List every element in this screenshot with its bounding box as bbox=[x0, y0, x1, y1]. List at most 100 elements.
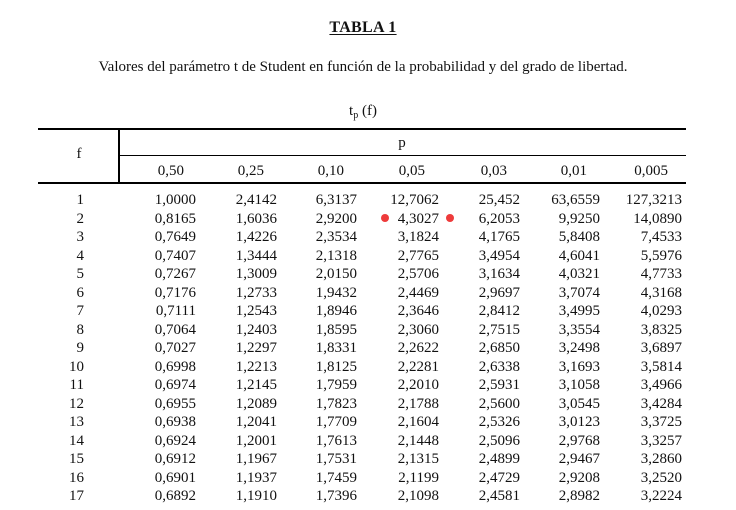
table-cell: 2,4729 bbox=[478, 469, 520, 486]
column-header: 0,01 bbox=[560, 163, 587, 179]
table-cell: 0,7649 bbox=[154, 229, 196, 245]
row-f-value: 11 bbox=[69, 377, 84, 393]
table-cell: 1,2041 bbox=[235, 414, 277, 430]
table-cell: 1,6036 bbox=[235, 210, 277, 227]
table-cell: 2,1604 bbox=[397, 414, 439, 430]
table-cell: 0,7111 bbox=[155, 303, 196, 319]
table-cell: 0,6892 bbox=[154, 488, 196, 504]
row-f-value: 6 bbox=[76, 284, 85, 301]
table-cell: 9,9250 bbox=[558, 210, 600, 227]
table-cell: 25,452 bbox=[478, 192, 520, 208]
table-cell: 2,2622 bbox=[397, 340, 439, 356]
table-row: 1 1,0000 2,4142 6,3137 12,7062 25,452 63,6559 1… bbox=[0, 191, 736, 210]
table-cell: 2,5600 bbox=[478, 395, 520, 412]
table-cell: 4,3027 bbox=[397, 210, 439, 227]
table-cell: 2,1199 bbox=[398, 469, 439, 486]
table-cell: 1,8595 bbox=[315, 321, 357, 338]
table-cell: 0,6974 bbox=[154, 377, 196, 393]
table-cell: 1,7613 bbox=[315, 432, 357, 449]
table-cell: 2,5326 bbox=[478, 414, 520, 430]
table-cell: 1,3009 bbox=[235, 266, 277, 282]
table-cell: 3,4995 bbox=[558, 303, 600, 319]
table-cell: 3,4954 bbox=[478, 247, 520, 264]
table-cell: 1,2001 bbox=[235, 432, 277, 449]
row-f-value: 17 bbox=[69, 488, 84, 504]
table-cell: 0,7267 bbox=[154, 266, 196, 282]
table-cell: 1,2733 bbox=[235, 284, 277, 301]
table-cell: 4,3168 bbox=[640, 284, 682, 301]
table-cell: 127,3213 bbox=[625, 192, 682, 208]
table-cell: 63,6559 bbox=[551, 192, 600, 208]
table-cell: 3,7074 bbox=[558, 284, 600, 301]
table-row: 14 0,6924 1,2001 1,7613 2,1448 2,5096 2,9768 3,… bbox=[0, 432, 736, 451]
table-cell: 4,1765 bbox=[478, 229, 520, 245]
table-cell: 1,2089 bbox=[235, 395, 277, 412]
table-cell: 2,0150 bbox=[315, 266, 357, 282]
table-row: 12 0,6955 1,2089 1,7823 2,1788 2,5600 3,0545 3,… bbox=[0, 395, 736, 414]
table-cell: 1,9432 bbox=[315, 284, 357, 301]
table-body: 1 1,0000 2,4142 6,3137 12,7062 25,452 63,6559 1… bbox=[0, 191, 736, 506]
table-cell: 3,3554 bbox=[558, 321, 600, 338]
row-f-value: 1 bbox=[76, 192, 85, 208]
table-cell: 3,2520 bbox=[640, 469, 682, 486]
table-top-rule bbox=[38, 128, 686, 130]
table-cell: 2,3060 bbox=[397, 321, 439, 338]
table-cell: 1,8331 bbox=[315, 340, 357, 356]
table-cell: 3,0123 bbox=[558, 414, 600, 430]
table-cell: 2,1098 bbox=[397, 488, 439, 504]
table-cell: 2,3534 bbox=[315, 229, 357, 245]
row-f-value: 12 bbox=[69, 395, 84, 412]
table-cell: 1,3444 bbox=[235, 247, 277, 264]
table-row: 13 0,6938 1,2041 1,7709 2,1604 2,5326 3,0123 3,… bbox=[0, 413, 736, 432]
table-cell: 4,7733 bbox=[640, 266, 682, 282]
table-cell: 1,7959 bbox=[315, 377, 357, 393]
column-header: 0,03 bbox=[480, 163, 507, 179]
row-f-value: 9 bbox=[76, 340, 85, 356]
table-row: 16 0,6901 1,1937 1,7459 2,1199 2,4729 2,9208 3,… bbox=[0, 469, 736, 488]
table-row: 3 0,7649 1,4226 2,3534 3,1824 4,1765 5,8408 7,4… bbox=[0, 228, 736, 247]
table-row: 2 0,8165 1,6036 2,9200 4,3027 6,2053 9,9250 14,… bbox=[0, 210, 736, 229]
table-cell: 2,4581 bbox=[478, 488, 520, 504]
table-cell: 1,2145 bbox=[235, 377, 277, 393]
table-vertical-rule bbox=[118, 128, 120, 184]
table-cell: 4,6041 bbox=[558, 247, 600, 264]
table-cell: 3,2224 bbox=[640, 488, 682, 504]
table-cell: 2,8412 bbox=[478, 303, 520, 319]
row-f-value: 10 bbox=[69, 358, 84, 375]
table-cell: 1,7396 bbox=[315, 488, 357, 504]
table-cell: 12,7062 bbox=[390, 192, 439, 208]
table-cell: 3,1693 bbox=[558, 358, 600, 375]
column-header: 0,25 bbox=[237, 163, 264, 179]
table-cell: 4,0293 bbox=[640, 303, 682, 319]
column-header: 0,50 bbox=[157, 163, 184, 179]
table-cell: 1,1910 bbox=[235, 488, 277, 504]
table-cell: 2,7515 bbox=[478, 321, 520, 338]
table-cell: 1,7709 bbox=[315, 414, 357, 430]
table-title: TABLA 1 bbox=[329, 19, 397, 36]
column-header: 0,005 bbox=[634, 163, 668, 179]
table-cell: 3,8325 bbox=[640, 321, 682, 338]
table-cell: 0,7176 bbox=[154, 284, 196, 301]
marker-dot-right bbox=[446, 214, 454, 222]
row-f-value: 13 bbox=[69, 414, 84, 430]
row-f-value: 3 bbox=[76, 229, 85, 245]
table-row: 8 0,7064 1,2403 1,8595 2,3060 2,7515 3,3554 3,8… bbox=[0, 321, 736, 340]
table-cell: 1,1937 bbox=[235, 469, 277, 486]
table-cell: 2,2281 bbox=[397, 358, 439, 375]
table-cell: 1,7531 bbox=[315, 451, 357, 467]
table-cell: 0,6998 bbox=[154, 358, 196, 375]
tp-main: t bbox=[349, 103, 354, 119]
table-cell: 2,4142 bbox=[235, 192, 277, 208]
table-cell: 2,6338 bbox=[478, 358, 520, 375]
table-cell: 2,3646 bbox=[397, 303, 439, 319]
table-cell: 1,7459 bbox=[315, 469, 357, 486]
table-cell: 0,7064 bbox=[154, 321, 196, 338]
table-cell: 14,0890 bbox=[633, 210, 682, 227]
header-bottom-rule bbox=[38, 182, 686, 184]
table-cell: 3,2498 bbox=[558, 340, 600, 356]
table-cell: 6,2053 bbox=[478, 210, 520, 227]
column-header: 0,10 bbox=[317, 163, 344, 179]
table-cell: 2,1318 bbox=[315, 247, 357, 264]
table-cell: 3,1824 bbox=[397, 229, 439, 245]
table-cell: 2,9467 bbox=[558, 451, 600, 467]
